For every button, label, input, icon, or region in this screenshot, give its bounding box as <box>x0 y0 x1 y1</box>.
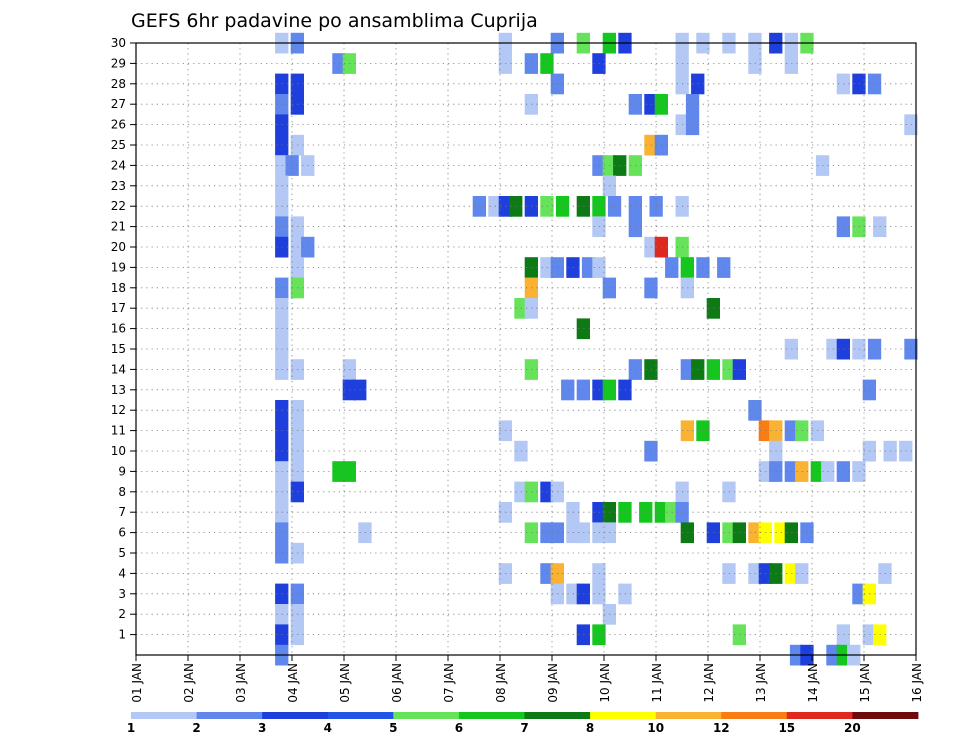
x-tick-label: 11 JAN <box>650 663 664 703</box>
legend-swatch <box>327 712 394 719</box>
y-tick-label: 12 <box>111 403 126 417</box>
y-tick-label: 29 <box>111 56 126 70</box>
x-tick-label: 03 JAN <box>234 663 248 703</box>
legend-swatch <box>458 712 525 719</box>
y-tick-label: 22 <box>111 199 126 213</box>
y-tick-label: 28 <box>111 77 126 91</box>
y-tick-label: 23 <box>111 179 126 193</box>
y-tick-label: 2 <box>118 607 126 621</box>
legend-swatch <box>524 712 591 719</box>
y-tick-label: 15 <box>111 342 126 356</box>
y-tick-label: 10 <box>111 444 126 458</box>
x-tick-label: 13 JAN <box>754 663 768 703</box>
legend-label: 15 <box>778 721 795 735</box>
legend-label: 8 <box>586 721 594 735</box>
color-legend: 1 2 3 4 5 6 7 8 10 12 15 20 <box>127 712 919 735</box>
y-tick-label: 13 <box>111 383 126 397</box>
legend-label: 5 <box>389 721 397 735</box>
x-tick-label: 08 JAN <box>494 663 508 703</box>
legend-swatch <box>196 712 263 719</box>
legend-label: 3 <box>258 721 266 735</box>
legend-swatch <box>131 712 197 719</box>
y-tick-label: 26 <box>111 118 126 132</box>
legend-swatch <box>655 712 722 719</box>
legend-label: 10 <box>647 721 664 735</box>
legend-label: 12 <box>713 721 730 735</box>
y-tick-label: 3 <box>118 587 126 601</box>
legend-label: 2 <box>192 721 200 735</box>
grid-lines <box>135 42 917 655</box>
x-tick-label: 09 JAN <box>546 663 560 703</box>
y-tick-label: 6 <box>118 526 126 540</box>
y-tick-label: 5 <box>118 546 126 560</box>
y-tick-label: 1 <box>118 628 126 642</box>
y-tick-label: 20 <box>111 240 126 254</box>
legend-swatch <box>786 712 853 719</box>
y-tick-label: 21 <box>111 220 126 234</box>
legend-swatch <box>721 712 788 719</box>
x-tick-label: 14 JAN <box>806 663 820 703</box>
x-tick-label: 06 JAN <box>390 663 404 703</box>
legend-label: 7 <box>520 721 528 735</box>
y-tick-label: 8 <box>118 485 126 499</box>
y-tick-label: 25 <box>111 138 126 152</box>
legend-label: 4 <box>324 721 332 735</box>
x-tick-label: 01 JAN <box>130 663 144 703</box>
x-tick-label: 02 JAN <box>182 663 196 703</box>
y-tick-label: 19 <box>111 260 126 274</box>
legend-label: 6 <box>455 721 463 735</box>
legend-label: 20 <box>844 721 861 735</box>
y-tick-label: 18 <box>111 281 126 295</box>
y-tick-label: 7 <box>118 505 126 519</box>
x-tick-label: 10 JAN <box>598 663 612 703</box>
y-axis-ticks: 1234567891011121314151617181920212223242… <box>111 36 136 642</box>
x-tick-label: 07 JAN <box>442 663 456 703</box>
chart-title: GEFS 6hr padavine po ansamblima Cuprija <box>131 10 538 32</box>
legend-swatch <box>393 712 460 719</box>
x-tick-label: 12 JAN <box>702 663 716 703</box>
x-tick-label: 04 JAN <box>286 663 300 703</box>
x-tick-label: 15 JAN <box>858 663 872 703</box>
x-tick-label: 05 JAN <box>338 663 352 703</box>
y-tick-label: 11 <box>111 424 126 438</box>
y-tick-label: 24 <box>111 158 126 172</box>
legend-swatch <box>590 712 657 719</box>
heatmap-cells <box>275 32 918 666</box>
x-axis-ticks: 01 JAN 02 JAN 03 JAN 04 JAN 05 JAN 06 JAN 07 J… <box>130 655 924 703</box>
legend-label: 1 <box>127 721 135 735</box>
legend-swatch <box>852 712 919 719</box>
y-tick-label: 16 <box>111 322 126 336</box>
y-tick-label: 17 <box>111 301 126 315</box>
y-tick-label: 30 <box>111 36 126 50</box>
legend-swatch <box>262 712 329 719</box>
y-tick-label: 27 <box>111 97 126 111</box>
x-tick-label: 16 JAN <box>910 663 924 703</box>
y-tick-label: 14 <box>111 362 126 376</box>
y-tick-label: 9 <box>118 464 126 478</box>
y-tick-label: 4 <box>118 566 126 580</box>
